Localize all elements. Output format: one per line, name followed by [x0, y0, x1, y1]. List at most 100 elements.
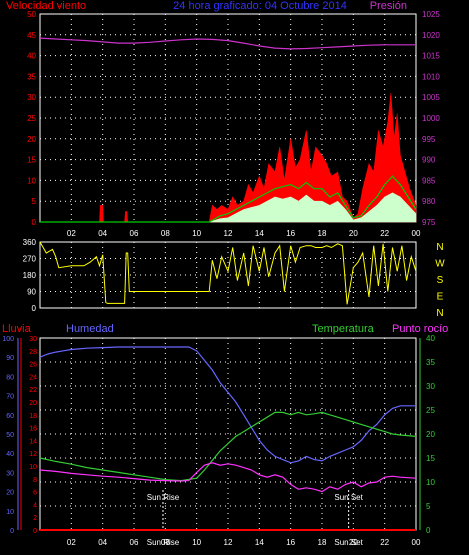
pressure-tick-label: 990	[422, 156, 436, 165]
chart-title: 24 hora graficado: 04 Octubre 2014	[173, 0, 347, 12]
wind-speed-tick-label: 50	[27, 10, 36, 19]
humidity-tick-label: 14	[29, 438, 37, 445]
time-tick-label: 20	[349, 538, 358, 547]
pressure-label: Presión	[370, 0, 407, 12]
temperature-tick-label: 0	[426, 526, 431, 535]
time-tick-label: 22	[380, 229, 389, 238]
humidity-label: Humedad	[66, 323, 114, 335]
pressure-tick-label: 985	[422, 176, 436, 185]
dew-point-series	[39, 462, 417, 493]
sunrise-label: Sun Rise	[147, 493, 180, 502]
rain-tick-label: 70	[6, 394, 14, 401]
temperature-axis: 0 5 10 15 20 25 30 35 40	[419, 334, 435, 535]
climate-time-axis: 02 04 06 08 10 12 14 16 18 20 22 00	[67, 538, 421, 547]
humidity-tick-label: 6	[33, 490, 37, 497]
direction-tick-label: 180	[23, 271, 37, 280]
wind-min-series	[40, 192, 417, 223]
humidity-tick-label: 0	[33, 528, 37, 535]
wind-speed-tick-label: 20	[27, 135, 36, 144]
rain-axis: 0 10 20 30 40 50 60 70 80 90 100	[2, 336, 19, 535]
rain-tick-label: 10	[6, 509, 14, 516]
time-tick-label: 02	[67, 538, 76, 547]
wind-speed-tick-label: 0	[32, 218, 37, 227]
climate-series	[39, 346, 417, 531]
pressure-tick-label: 975	[422, 218, 436, 227]
humidity-tick-label: 4	[33, 502, 37, 509]
wind-series	[39, 37, 417, 223]
temperature-label: Temperatura	[312, 323, 375, 335]
time-tick-label: 08	[161, 538, 170, 547]
humidity-tick-label: 16	[29, 426, 37, 433]
rain-label: Lluvia	[2, 323, 32, 335]
humidity-tick-label: 12	[29, 451, 37, 458]
sun-markers: Sun Rise Sun Rise Sun Set Sun Set	[147, 490, 364, 547]
time-tick-label: 06	[130, 538, 139, 547]
time-tick-label: 20	[349, 229, 358, 238]
wind-speed-label: Velocidad viento	[6, 0, 86, 12]
wind-speed-tick-label: 10	[27, 176, 36, 185]
compass-label: E	[437, 292, 444, 303]
humidity-tick-label: 8	[33, 477, 37, 484]
pressure-tick-label: 1005	[422, 93, 440, 102]
temperature-tick-label: 25	[426, 406, 435, 415]
direction-grid	[40, 242, 416, 308]
sunset-label: Sun Set	[334, 493, 363, 502]
humidity-tick-label: 20	[29, 400, 37, 407]
humidity-tick-label: 10	[29, 464, 37, 471]
humidity-series	[39, 346, 416, 464]
humidity-tick-label: 26	[29, 362, 37, 369]
temperature-tick-label: 35	[426, 358, 435, 367]
rain-tick-label: 80	[6, 374, 14, 381]
temperature-tick-label: 15	[426, 454, 435, 463]
time-tick-label: 10	[192, 538, 201, 547]
temperature-tick-label: 20	[426, 430, 435, 439]
rain-tick-label: 60	[6, 413, 14, 420]
direction-series	[39, 241, 417, 305]
time-tick-label: 18	[318, 229, 327, 238]
time-tick-label: 08	[161, 229, 170, 238]
time-tick-label: 10	[192, 229, 201, 238]
time-tick-label: 14	[255, 229, 264, 238]
temperature-tick-label: 30	[426, 382, 435, 391]
rain-tick-label: 40	[6, 451, 14, 458]
time-tick-label: 14	[255, 538, 264, 547]
humidity-tick-label: 30	[29, 336, 37, 343]
humidity-tick-label: 22	[29, 387, 37, 394]
compass-label: W	[435, 259, 445, 270]
time-tick-label: 18	[318, 538, 327, 547]
humidity-tick-label: 28	[29, 349, 37, 356]
pressure-tick-label: 1020	[422, 31, 440, 40]
wind-plot-frame	[39, 13, 417, 223]
direction-tick-label: 90	[27, 288, 36, 297]
temperature-tick-label: 10	[426, 478, 435, 487]
direction-tick-label: 270	[23, 255, 37, 264]
wind-average-series	[40, 175, 417, 223]
time-tick-label: 04	[98, 538, 107, 547]
direction-plot-frame	[39, 241, 417, 309]
time-tick-label: 12	[224, 229, 233, 238]
rain-tick-label: 100	[2, 336, 14, 343]
sunrise-axis-label: Sun Rise	[147, 538, 180, 547]
sunset-axis-label: Sun Set	[334, 538, 363, 547]
time-tick-label: 12	[224, 538, 233, 547]
direction-tick-label: 360	[23, 238, 37, 247]
wind-speed-tick-label: 25	[27, 114, 36, 123]
dew-point-label: Punto rocío	[392, 323, 448, 335]
wind-time-axis: 02 04 06 08 10 12 14 16 18 20 22 00	[67, 229, 421, 238]
compass-label: N	[436, 308, 443, 319]
pressure-tick-label: 1010	[422, 72, 440, 81]
humidity-tick-label: 2	[33, 515, 37, 522]
wind-direction-series	[39, 241, 417, 305]
temperature-series	[39, 411, 417, 482]
rain-tick-label: 50	[6, 432, 14, 439]
rain-tick-label: 90	[6, 355, 14, 362]
climate-grid	[40, 338, 416, 530]
humidity-tick-label: 24	[29, 374, 37, 381]
temperature-tick-label: 5	[426, 502, 431, 511]
pressure-series	[39, 37, 416, 50]
wind-speed-tick-label: 35	[27, 72, 36, 81]
pressure-tick-label: 980	[422, 197, 436, 206]
